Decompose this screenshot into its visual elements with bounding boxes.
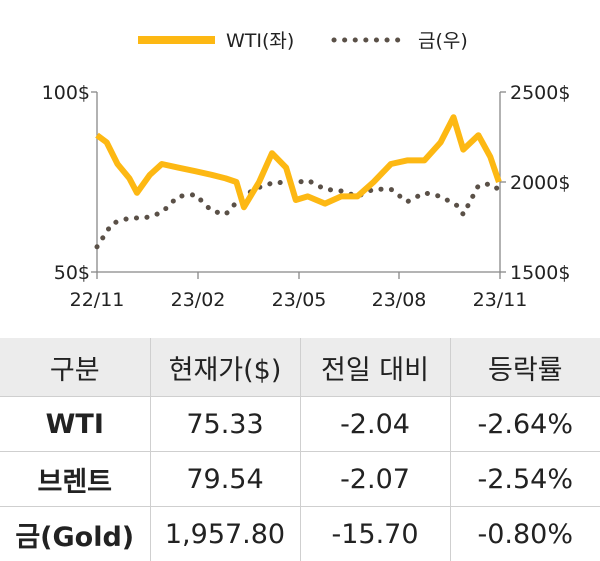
cell-rate: -2.54% (450, 451, 600, 507)
gold-series-line (94, 177, 502, 250)
table-row: 금(Gold) 1,957.80 -15.70 -0.80% (0, 506, 600, 561)
series-layer (94, 114, 502, 250)
cell-change: -15.70 (300, 506, 451, 561)
table-row: WTI 75.33 -2.04 -2.64% (0, 396, 600, 452)
x-tick-label-23-05: 23/05 (272, 289, 327, 311)
header-rate: 등락률 (450, 338, 600, 397)
x-tick-label-23-08: 23/08 (372, 289, 427, 311)
header-price: 현재가($) (150, 338, 301, 397)
right-axis: 2500$ 2000$ 1500$ (499, 82, 570, 284)
price-chart: WTI(좌) 금(우) 100$ 50$ 2500$ 2000$ 1500$ 2… (42, 30, 571, 311)
left-axis: 100$ 50$ (42, 82, 98, 284)
row-label: 브렌트 (0, 451, 151, 507)
left-tick-label-50: 50$ (54, 262, 90, 284)
table-row: 브렌트 79.54 -2.07 -2.54% (0, 451, 600, 507)
right-tick-label-2500: 2500$ (510, 82, 570, 104)
legend: WTI(좌) 금(우) (138, 30, 468, 52)
x-tick-label-23-11: 23/11 (473, 289, 528, 311)
legend-gold-label: 금(우) (418, 30, 468, 52)
header-change: 전일 대비 (300, 338, 451, 397)
price-table: 구분 현재가($) 전일 대비 등락률 WTI 75.33 -2.04 -2.6… (0, 338, 600, 561)
x-tick-label-23-02: 23/02 (171, 289, 226, 311)
x-tick-label-22-11: 22/11 (70, 289, 125, 311)
x-axis: 22/11 23/02 23/05 23/08 23/11 (70, 271, 528, 311)
right-tick-label-2000: 2000$ (510, 172, 570, 194)
cell-price: 79.54 (150, 451, 301, 507)
right-tick-label-1500: 1500$ (510, 262, 570, 284)
cell-price: 1,957.80 (150, 506, 301, 561)
legend-wti-label: WTI(좌) (226, 30, 294, 52)
left-tick-label-100: 100$ (42, 82, 90, 104)
cell-rate: -2.64% (450, 396, 600, 452)
cell-price: 75.33 (150, 396, 301, 452)
table-header-row: 구분 현재가($) 전일 대비 등락률 (0, 338, 600, 397)
cell-change: -2.04 (300, 396, 451, 452)
cell-rate: -0.80% (477, 518, 573, 550)
wti-series-line (95, 114, 502, 211)
row-label: WTI (0, 396, 151, 452)
cell-change: -2.07 (300, 451, 451, 507)
header-category: 구분 (0, 338, 151, 397)
row-label: 금(Gold) (0, 506, 151, 561)
